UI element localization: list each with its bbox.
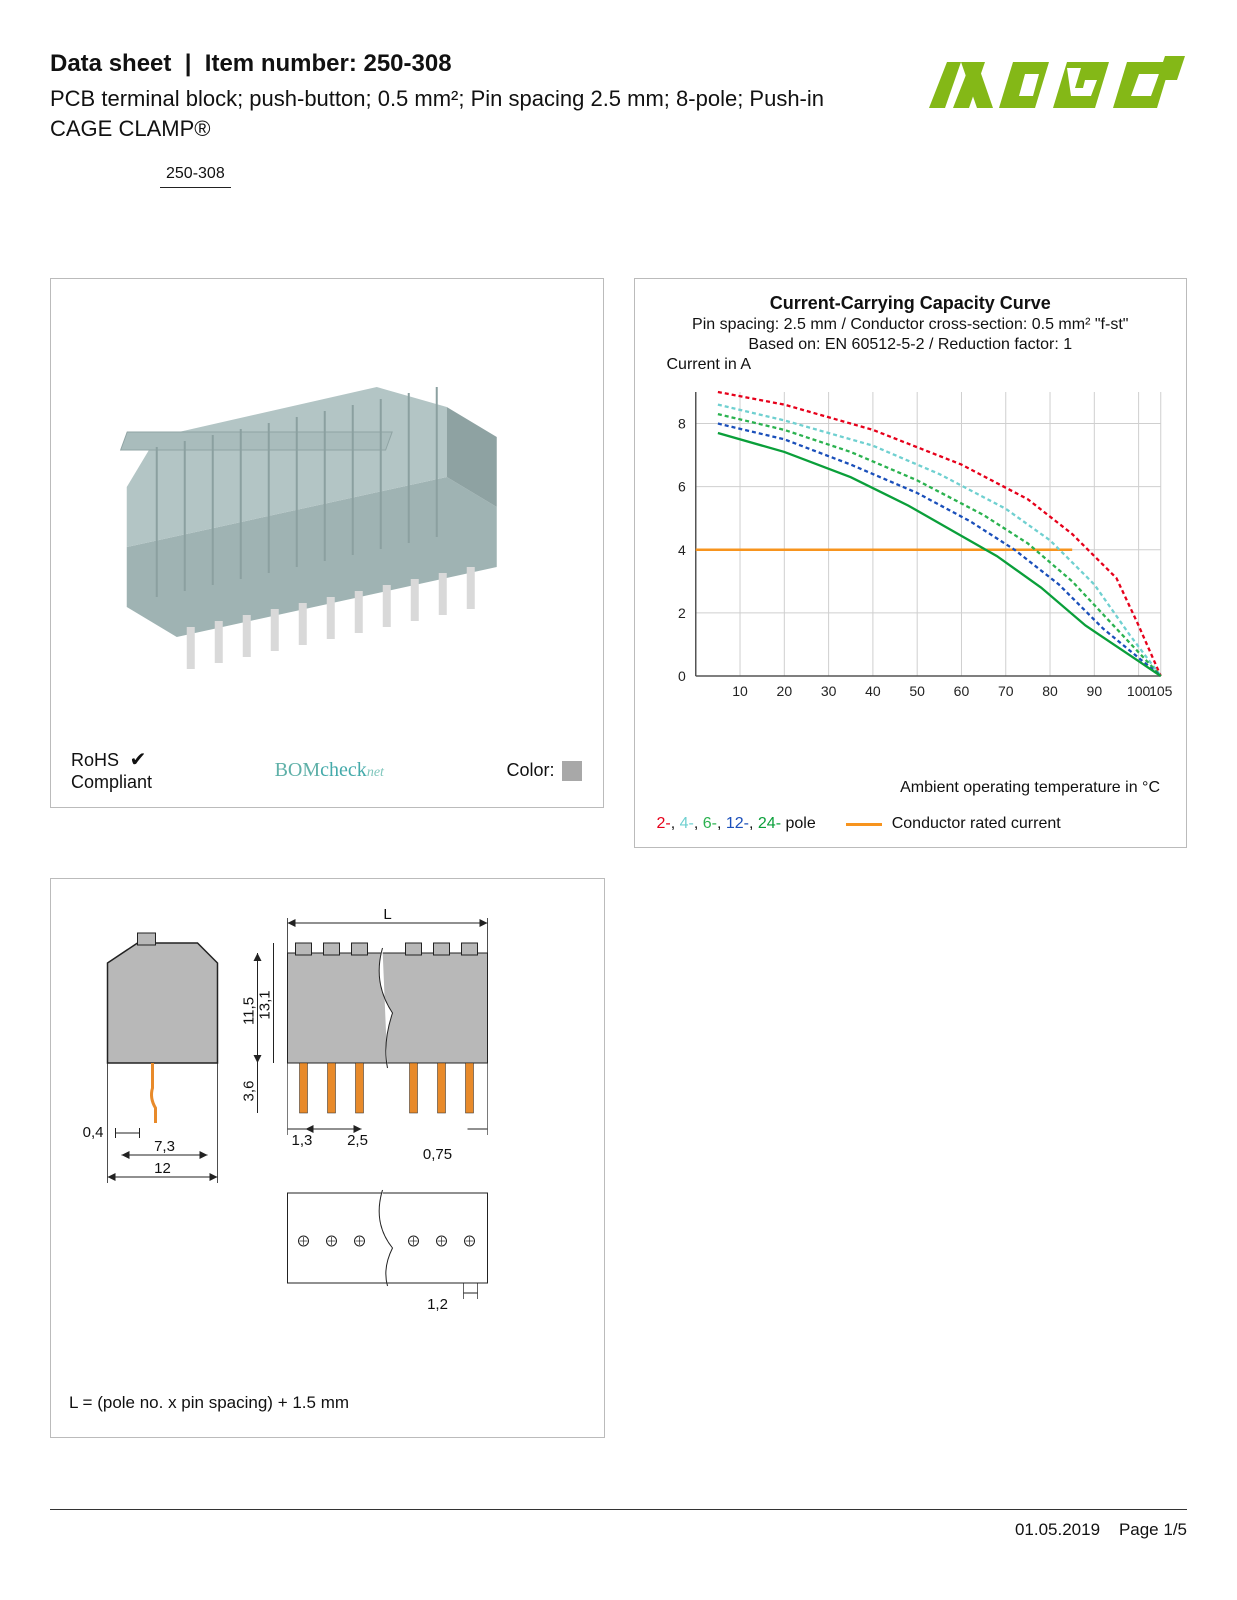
title-sep: | xyxy=(185,50,192,77)
dimensions-panel: 0,4 7,3 12 L 11,513,1 3,6 1,3 2,5 0,75 1,2 L = (p… xyxy=(50,878,605,1438)
subtitle: PCB terminal block; push-button; 0.5 mm²… xyxy=(50,84,870,143)
svg-text:1,2: 1,2 xyxy=(427,1296,448,1313)
rohs-line1: RoHS xyxy=(71,750,119,770)
dims-note: L = (pole no. x pin spacing) + 1.5 mm xyxy=(65,1385,590,1423)
header-left: Data sheet | Item number: 250-308 PCB te… xyxy=(50,50,870,188)
net-text: net xyxy=(367,765,384,780)
chart-panel: Current-Carrying Capacity Curve Pin spac… xyxy=(634,278,1188,848)
check-icon: ✔ xyxy=(124,749,146,771)
legend-24pole: 24- xyxy=(758,815,781,832)
svg-text:70: 70 xyxy=(997,683,1013,699)
svg-text:0,75: 0,75 xyxy=(423,1146,452,1163)
svg-text:2: 2 xyxy=(677,605,685,621)
chart-area: 0 2 4 6 8 10 20 30 40 50 60 70 80 90 100105 xyxy=(649,386,1173,773)
rohs-text: RoHS ✔ Compliant xyxy=(71,748,152,794)
svg-text:2,5: 2,5 xyxy=(347,1132,368,1149)
title-prefix: Data sheet xyxy=(50,50,171,77)
chart-sub1: Pin spacing: 2.5 mm / Conductor cross-se… xyxy=(649,316,1173,334)
svg-text:80: 80 xyxy=(1042,683,1058,699)
svg-text:50: 50 xyxy=(909,683,925,699)
legend-conductor: Conductor rated current xyxy=(846,815,1061,833)
dimensions-drawing: 0,4 7,3 12 L 11,513,1 3,6 1,3 2,5 0,75 1,2 xyxy=(65,893,590,1333)
bom-text: BOM xyxy=(275,759,321,781)
svg-text:4: 4 xyxy=(677,542,685,558)
rohs-block: RoHS ✔ Compliant xyxy=(71,748,152,794)
chart-ylabel: Current in A xyxy=(667,356,1173,374)
svg-text:L: L xyxy=(383,906,391,923)
check-text: check xyxy=(320,759,367,781)
svg-text:30: 30 xyxy=(820,683,836,699)
legend-poles: 2-, 4-, 6-, 12-, 24- pole xyxy=(657,815,816,833)
title-item-label: Item number: xyxy=(205,50,357,77)
legend-line-icon xyxy=(846,823,882,826)
color-swatch xyxy=(562,761,582,781)
svg-text:12: 12 xyxy=(154,1160,171,1177)
legend-cond-text: Conductor rated current xyxy=(892,815,1061,833)
header: Data sheet | Item number: 250-308 PCB te… xyxy=(50,50,1187,188)
legend-2pole: 2- xyxy=(657,815,671,832)
svg-text:40: 40 xyxy=(865,683,881,699)
product-footer: RoHS ✔ Compliant BOMchecknet Color: xyxy=(65,740,589,794)
svg-text:0,4: 0,4 xyxy=(83,1124,104,1141)
svg-text:7,3: 7,3 xyxy=(154,1138,175,1155)
svg-text:60: 60 xyxy=(953,683,969,699)
legend-pole-suffix: pole xyxy=(785,815,815,832)
svg-text:6: 6 xyxy=(677,479,685,495)
product-panel: RoHS ✔ Compliant BOMchecknet Color: xyxy=(50,278,604,808)
bomcheck-logo: BOMchecknet xyxy=(275,759,384,782)
color-label: Color: xyxy=(506,760,554,781)
color-block: Color: xyxy=(506,760,582,781)
capacity-curve-chart: 0 2 4 6 8 10 20 30 40 50 60 70 80 90 100105 xyxy=(649,386,1173,706)
chart-sub2: Based on: EN 60512-5-2 / Reduction facto… xyxy=(649,336,1173,354)
svg-text:105: 105 xyxy=(1149,683,1172,699)
chart-legend: 2-, 4-, 6-, 12-, 24- pole Conductor rate… xyxy=(649,815,1173,833)
legend-12pole: 12- xyxy=(726,815,749,832)
item-number-badge: 250-308 xyxy=(160,161,231,188)
svg-text:3,6: 3,6 xyxy=(241,1081,258,1102)
rohs-line2: Compliant xyxy=(71,772,152,792)
footer-date: 01.05.2019 xyxy=(1015,1520,1100,1539)
page-title: Data sheet | Item number: 250-308 xyxy=(50,50,870,78)
svg-text:1,3: 1,3 xyxy=(292,1132,313,1149)
footer-page: Page 1/5 xyxy=(1119,1520,1187,1539)
footer: 01.05.2019 Page 1/5 xyxy=(50,1509,1187,1540)
top-panels-row: RoHS ✔ Compliant BOMchecknet Color: Curr… xyxy=(50,278,1187,848)
svg-text:0: 0 xyxy=(677,668,685,684)
svg-text:10: 10 xyxy=(732,683,748,699)
svg-text:13,1: 13,1 xyxy=(257,991,274,1020)
legend-6pole: 6- xyxy=(703,815,717,832)
svg-text:90: 90 xyxy=(1086,683,1102,699)
svg-text:11,5: 11,5 xyxy=(241,997,258,1025)
terminal-block-icon xyxy=(65,337,589,697)
legend-4pole: 4- xyxy=(680,815,694,832)
svg-text:20: 20 xyxy=(776,683,792,699)
wago-logo-icon xyxy=(927,50,1187,120)
logo xyxy=(917,50,1187,125)
svg-text:100: 100 xyxy=(1126,683,1150,699)
chart-title: Current-Carrying Capacity Curve xyxy=(649,293,1173,314)
lower-row: 0,4 7,3 12 L 11,513,1 3,6 1,3 2,5 0,75 1,2 L = (p… xyxy=(50,878,1187,1438)
svg-text:8: 8 xyxy=(677,416,685,432)
title-item-number: 250-308 xyxy=(363,50,451,77)
product-image xyxy=(65,293,589,739)
chart-xlabel: Ambient operating temperature in °C xyxy=(649,779,1161,797)
